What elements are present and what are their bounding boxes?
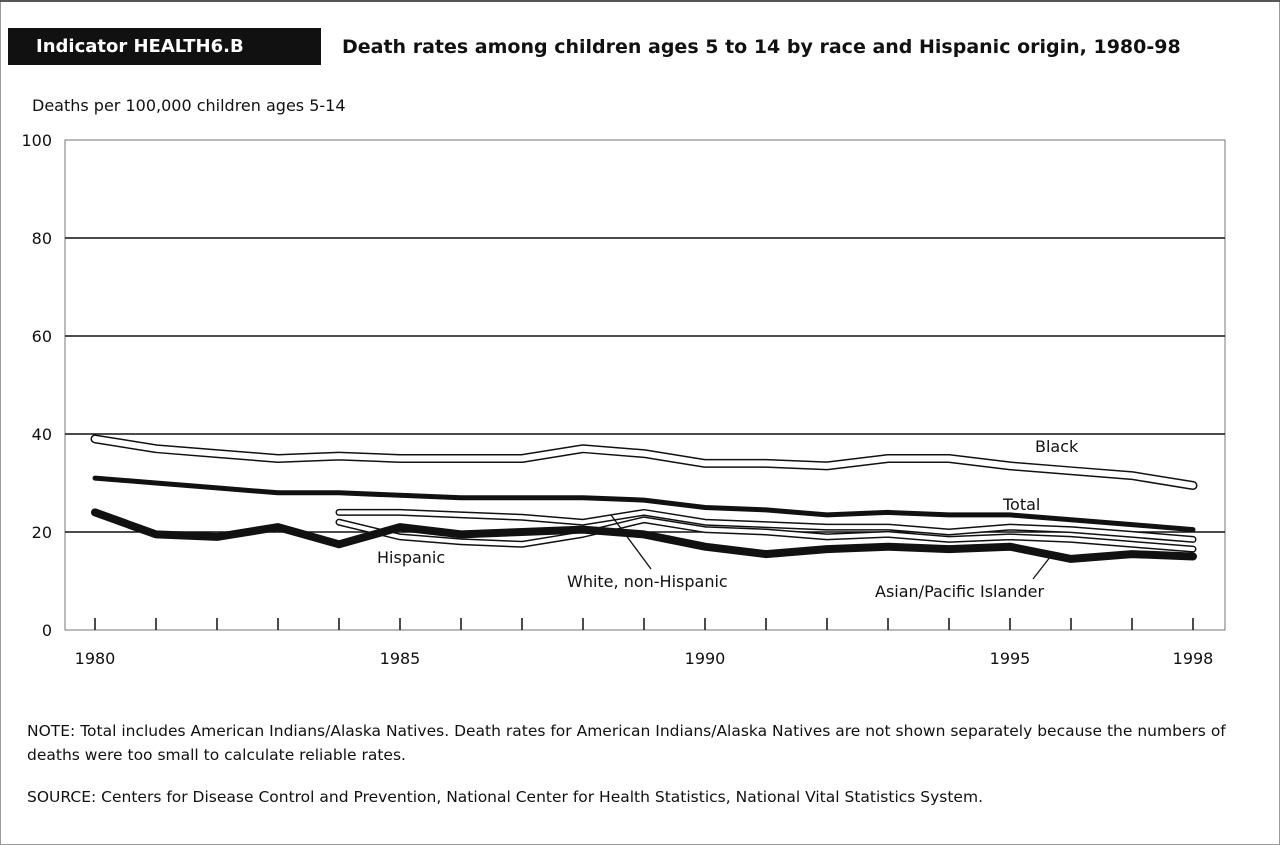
series-label-white-non-hispanic: White, non-Hispanic (567, 572, 728, 591)
y-tick-label-0: 0 (42, 621, 52, 640)
chart-title: Death rates among children ages 5 to 14 … (342, 36, 1181, 58)
chart-note: NOTE: Total includes American Indians/Al… (27, 722, 1226, 764)
leader-white-non-hispanic (610, 514, 652, 570)
y-tick-label-60: 60 (32, 327, 52, 346)
x-tick-label-1990: 1990 (685, 649, 726, 668)
indicator-badge: Indicator HEALTH6.B (8, 28, 321, 65)
series-total-line (92, 475, 1196, 533)
plot-area (64, 139, 1226, 631)
chart-source: SOURCE: Centers for Disease Control and … (27, 788, 983, 806)
x-tick-label-1985: 1985 (380, 649, 421, 668)
top-rule (0, 0, 1280, 2)
y-axis-label: Deaths per 100,000 children ages 5-14 (32, 96, 346, 115)
series-label-total: Total (1002, 495, 1040, 514)
series-label-black: Black (1035, 437, 1079, 456)
y-tick-label-20: 20 (32, 523, 52, 542)
series-black-outline (90, 434, 1198, 490)
series-label-asian-pacific-islander: Asian/Pacific Islander (875, 582, 1044, 601)
series-label-hispanic: Hispanic (377, 548, 445, 567)
series-black-line (92, 435, 1196, 489)
y-tick-label-80: 80 (32, 229, 52, 248)
series-white-non-hispanic-line (337, 517, 1195, 552)
x-tick-label-1980: 1980 (75, 649, 116, 668)
y-tick-label-100: 100 (21, 131, 52, 150)
line-chart: 0 20 40 60 80 100 1980 1985 1990 1995 1998 Black Tot… (21, 131, 1226, 668)
x-tick-label-1998: 1998 (1173, 649, 1214, 668)
y-tick-label-40: 40 (32, 425, 52, 444)
series-asian-pacific-islander-line (91, 508, 1197, 563)
series-hispanic-line (337, 510, 1195, 542)
x-tick-label-1995: 1995 (990, 649, 1031, 668)
leader-asian-pacific-islander (1032, 551, 1055, 580)
